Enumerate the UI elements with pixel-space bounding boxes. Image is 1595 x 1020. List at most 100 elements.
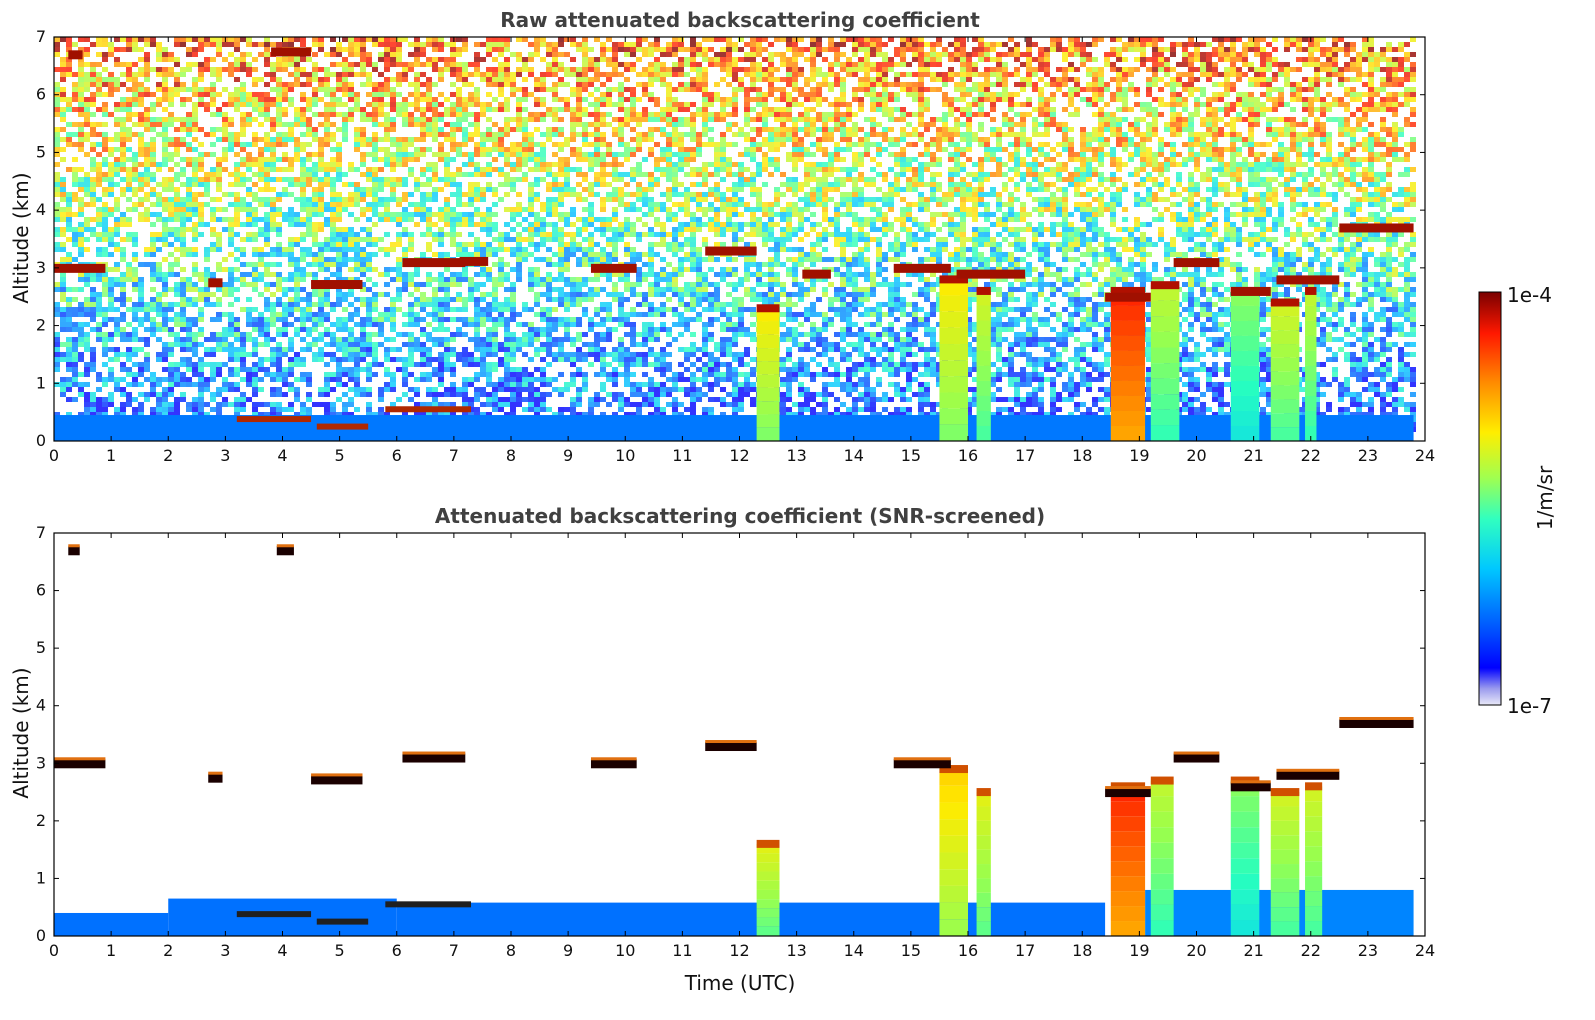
noise-cell (384, 102, 390, 107)
noise-cell (1062, 132, 1068, 137)
noise-cell (192, 137, 198, 142)
noise-cell (54, 52, 60, 57)
noise-cell (1206, 167, 1212, 172)
noise-cell (1236, 182, 1242, 187)
noise-cell (558, 62, 564, 67)
noise-cell (708, 172, 714, 177)
noise-cell (432, 57, 438, 62)
noise-cell (1254, 182, 1260, 187)
noise-cell (1098, 67, 1104, 72)
noise-cell (1272, 127, 1278, 132)
noise-cell (390, 47, 396, 52)
noise-cell (426, 82, 432, 87)
noise-cell (360, 47, 366, 52)
noise-cell (576, 97, 582, 102)
noise-cell (378, 197, 384, 202)
noise-cell (1326, 47, 1332, 52)
noise-cell (576, 67, 582, 72)
noise-cell (1026, 97, 1032, 102)
noise-cell (1308, 112, 1314, 117)
noise-cell (624, 52, 630, 57)
noise-cell (1236, 137, 1242, 142)
noise-cell (1044, 142, 1050, 147)
noise-cell (240, 67, 246, 72)
noise-cell (960, 187, 966, 192)
noise-cell (264, 72, 270, 77)
noise-cell (966, 192, 972, 197)
noise-cell (864, 82, 870, 87)
noise-cell (1158, 167, 1164, 172)
noise-cell (1224, 182, 1230, 187)
noise-cell (462, 67, 468, 72)
noise-cell (54, 187, 60, 192)
noise-cell (660, 202, 666, 207)
noise-cell (504, 117, 510, 122)
noise-cell (300, 167, 306, 172)
noise-cell (420, 127, 426, 132)
noise-cell (948, 172, 954, 177)
noise-cell (738, 177, 744, 182)
noise-cell (1254, 197, 1260, 202)
noise-cell (816, 97, 822, 102)
noise-cell (870, 202, 876, 207)
noise-cell (624, 152, 630, 157)
noise-cell (60, 87, 66, 92)
noise-cell (726, 47, 732, 52)
noise-cell (186, 157, 192, 162)
noise-cell (1188, 112, 1194, 117)
noise-cell (660, 62, 666, 67)
noise-cell (378, 102, 384, 107)
noise-cell (66, 42, 72, 47)
noise-cell (816, 177, 822, 182)
noise-cell (1014, 72, 1020, 77)
noise-cell (1278, 142, 1284, 147)
noise-cell (798, 52, 804, 57)
noise-cell (720, 132, 726, 137)
noise-cell (1146, 197, 1152, 202)
noise-cell (192, 92, 198, 97)
noise-cell (1122, 72, 1128, 77)
noise-cell (534, 52, 540, 57)
noise-cell (654, 202, 660, 207)
noise-cell (1296, 137, 1302, 142)
noise-cell (342, 102, 348, 107)
noise-cell (1350, 197, 1356, 202)
noise-cell (1128, 142, 1134, 147)
noise-cell (930, 142, 936, 147)
noise-cell (1014, 137, 1020, 142)
noise-cell (1350, 127, 1356, 132)
noise-cell (1356, 122, 1362, 127)
noise-cell (1050, 97, 1056, 102)
noise-cell (192, 122, 198, 127)
noise-cell (318, 47, 324, 52)
noise-cell (906, 177, 912, 182)
noise-cell (84, 37, 90, 42)
noise-cell (1356, 107, 1362, 112)
noise-cell (1260, 62, 1266, 67)
noise-cell (756, 102, 762, 107)
noise-cell (1314, 47, 1320, 52)
noise-cell (1410, 62, 1416, 67)
noise-cell (108, 187, 114, 192)
noise-cell (240, 132, 246, 137)
noise-cell (54, 162, 60, 167)
noise-cell (210, 167, 216, 172)
noise-cell (654, 182, 660, 187)
noise-cell (1368, 92, 1374, 97)
noise-cell (630, 192, 636, 197)
noise-cell (1236, 192, 1242, 197)
noise-cell (246, 92, 252, 97)
noise-cell (1086, 162, 1092, 167)
noise-cell (1182, 82, 1188, 87)
noise-cell (504, 47, 510, 52)
noise-cell (1038, 102, 1044, 107)
noise-cell (1248, 97, 1254, 102)
noise-cell (720, 177, 726, 182)
noise-cell (864, 37, 870, 42)
noise-cell (1398, 47, 1404, 52)
noise-cell (870, 107, 876, 112)
noise-cell (408, 92, 414, 97)
noise-cell (1002, 162, 1008, 167)
noise-cell (1224, 122, 1230, 127)
noise-cell (612, 172, 618, 177)
